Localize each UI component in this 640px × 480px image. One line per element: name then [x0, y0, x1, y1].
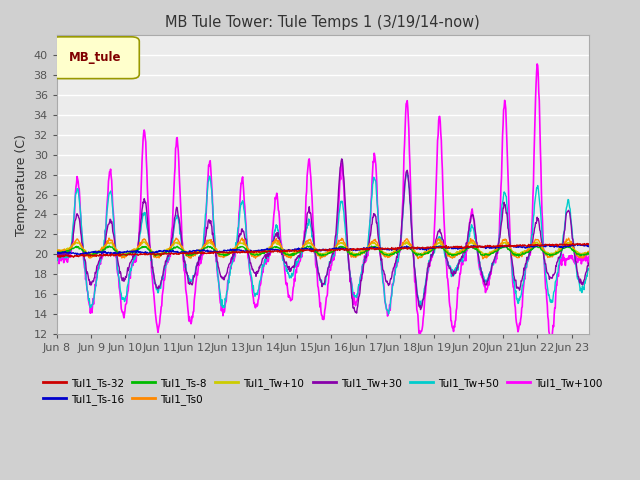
- Title: MB Tule Tower: Tule Temps 1 (3/19/14-now): MB Tule Tower: Tule Temps 1 (3/19/14-now…: [166, 15, 480, 30]
- FancyBboxPatch shape: [51, 37, 140, 79]
- Y-axis label: Temperature (C): Temperature (C): [15, 134, 28, 236]
- Legend: Tul1_Ts-32, Tul1_Ts-16, Tul1_Ts-8, Tul1_Ts0, Tul1_Tw+10, Tul1_Tw+30, Tul1_Tw+50,: Tul1_Ts-32, Tul1_Ts-16, Tul1_Ts-8, Tul1_…: [38, 373, 607, 409]
- Text: MB_tule: MB_tule: [69, 51, 122, 64]
